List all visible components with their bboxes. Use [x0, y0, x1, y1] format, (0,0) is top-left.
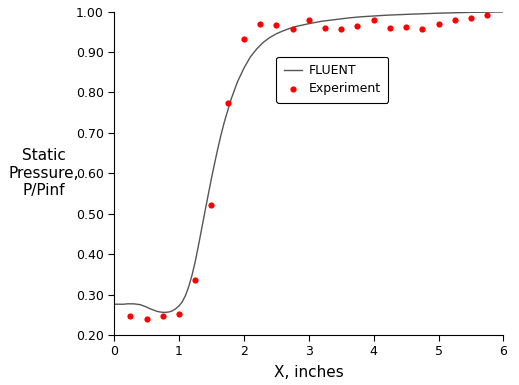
Experiment — [467, 15, 475, 21]
Experiment — [386, 25, 394, 31]
Experiment — [224, 99, 232, 105]
FLUENT — [163, 310, 169, 315]
Experiment — [191, 277, 199, 283]
FLUENT — [121, 302, 127, 306]
Experiment — [289, 25, 297, 32]
FLUENT — [260, 40, 267, 45]
Experiment — [175, 311, 183, 317]
Experiment — [321, 25, 329, 31]
Experiment — [418, 25, 427, 32]
FLUENT — [254, 47, 260, 51]
FLUENT — [117, 302, 124, 306]
FLUENT — [500, 10, 507, 14]
Experiment — [483, 12, 491, 18]
Experiment — [353, 23, 362, 29]
Experiment — [370, 17, 378, 23]
Y-axis label: Static
Pressure,
P/Pinf: Static Pressure, P/Pinf — [9, 148, 79, 198]
FLUENT — [111, 302, 117, 306]
Experiment — [434, 22, 443, 28]
X-axis label: X, inches: X, inches — [274, 365, 344, 380]
Experiment — [126, 313, 134, 319]
FLUENT — [160, 310, 166, 315]
Experiment — [240, 35, 248, 42]
Legend: FLUENT, Experiment: FLUENT, Experiment — [276, 57, 388, 103]
Experiment — [272, 22, 280, 28]
Experiment — [305, 17, 313, 23]
Line: FLUENT: FLUENT — [114, 12, 503, 312]
Experiment — [337, 25, 346, 32]
Experiment — [142, 316, 151, 322]
Experiment — [208, 202, 216, 208]
FLUENT — [192, 259, 198, 264]
Experiment — [402, 24, 410, 30]
Experiment — [450, 17, 459, 23]
Experiment — [256, 20, 264, 27]
Experiment — [159, 313, 167, 319]
